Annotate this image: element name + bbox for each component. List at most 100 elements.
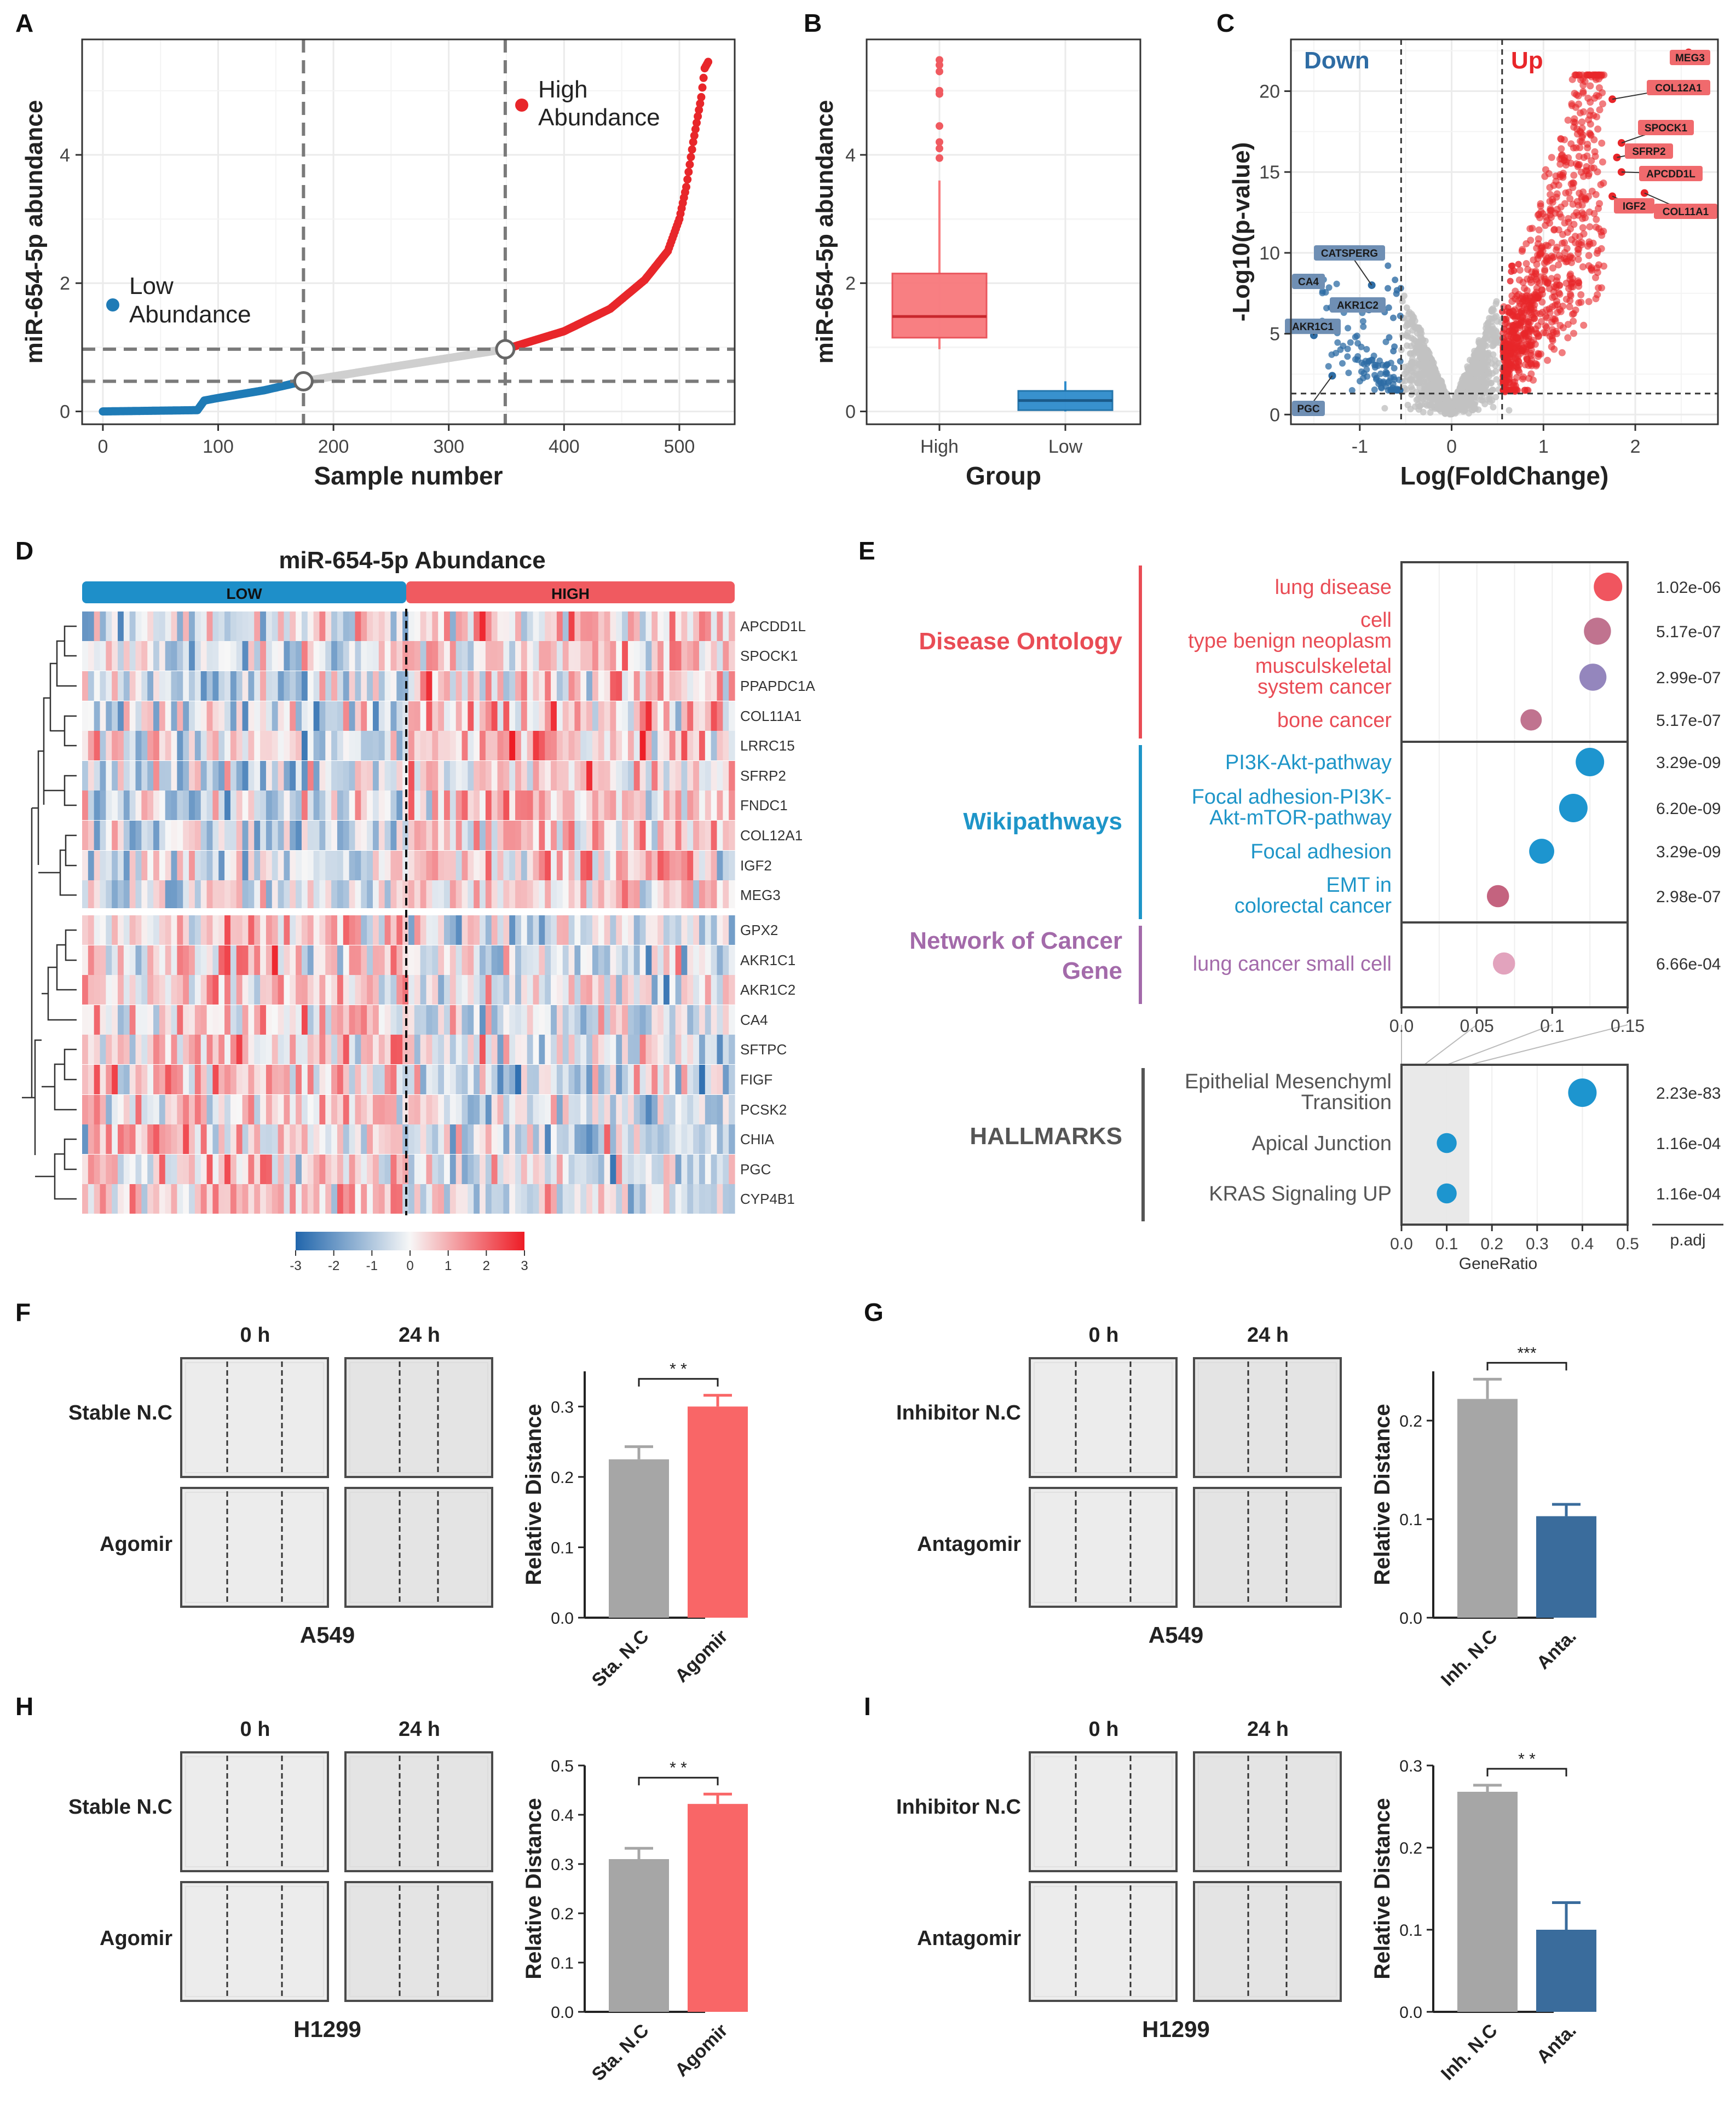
volcano-point-up — [1523, 355, 1531, 363]
heatmap-cell — [183, 821, 189, 850]
threshold-marker — [495, 339, 516, 360]
heatmap-cell — [574, 641, 581, 671]
heatmap-cell — [378, 611, 385, 641]
volcano-point — [1466, 372, 1473, 379]
volcano-point-up — [1558, 349, 1566, 356]
heatmap-cell — [408, 975, 415, 1005]
heatmap-cell — [432, 671, 439, 701]
heatmap-cell — [135, 791, 142, 820]
heatmap-cell — [503, 1095, 510, 1124]
heatmap-cell — [319, 761, 326, 791]
heatmap-cell — [171, 701, 177, 731]
heatmap-cell — [194, 761, 201, 791]
heatmap-cell — [118, 915, 124, 945]
heatmap-cell — [586, 1005, 593, 1035]
volcano-point — [1418, 330, 1425, 337]
heatmap-cell — [337, 791, 344, 820]
volcano-point — [1470, 379, 1478, 386]
volcano-point-up — [1516, 266, 1524, 274]
heatmap-cell — [260, 1095, 267, 1124]
heatmap-cell — [545, 1005, 551, 1035]
volcano-point — [1430, 399, 1437, 406]
x-tick-label: 2 — [1630, 436, 1641, 457]
heatmap-cell — [343, 821, 350, 850]
heatmap-cell — [367, 731, 373, 760]
heatmap-cell — [384, 611, 391, 641]
heatmap-cell — [378, 821, 385, 850]
heatmap-cell — [663, 1065, 670, 1094]
y-tick-label: 4 — [845, 145, 856, 166]
heatmap-cell — [206, 1095, 213, 1124]
heatmap-cell — [177, 671, 183, 701]
heatmap-cell — [568, 1095, 575, 1124]
heatmap-cell — [444, 1095, 451, 1124]
heatmap-cell — [717, 821, 723, 850]
heatmap-cell — [658, 1065, 664, 1094]
heatmap-cell — [361, 611, 367, 641]
heatmap-cell — [592, 945, 599, 975]
heatmap-cell — [94, 791, 101, 820]
heatmap-cell — [165, 975, 172, 1005]
heatmap-cell — [509, 701, 516, 731]
heatmap-cell — [586, 945, 593, 975]
sample-point — [685, 160, 694, 169]
heatmap-cell — [533, 701, 539, 731]
heatmap-cell — [455, 1095, 463, 1124]
heatmap-cell — [94, 915, 101, 945]
heatmap-cell — [449, 1035, 457, 1064]
heatmap-cell — [349, 671, 356, 701]
heatmap-cell — [663, 1035, 670, 1064]
heatmap-cell — [622, 851, 628, 880]
heatmap-cell — [112, 791, 118, 820]
heatmap-cell — [319, 731, 326, 760]
heatmap-cell — [372, 915, 379, 945]
heatmap-cell — [319, 915, 326, 945]
heatmap-cell — [468, 915, 474, 945]
heatmap-cell — [206, 761, 213, 791]
heatmap-cell — [658, 821, 664, 850]
heatmap-cell — [533, 611, 539, 641]
heatmap-cell — [711, 641, 718, 671]
heatmap-cell — [432, 851, 439, 880]
heatmap-cell — [319, 945, 326, 975]
heatmap-cell — [260, 851, 267, 880]
x-tick-label: 0 — [1446, 436, 1457, 457]
heatmap-cell — [651, 1035, 658, 1064]
heatmap-cell — [118, 731, 124, 760]
sample-point — [684, 168, 693, 176]
heatmap-cell — [645, 731, 652, 760]
heatmap-cell — [367, 945, 373, 975]
heatmap-cell — [189, 880, 195, 910]
heatmap-cell — [177, 1095, 183, 1124]
volcano-point — [1428, 374, 1435, 382]
heatmap-cell — [171, 1005, 177, 1035]
volcano-point-up — [1544, 255, 1552, 262]
heatmap-cell — [598, 641, 605, 671]
heatmap-cell — [432, 731, 439, 760]
heatmap-cell — [610, 1095, 616, 1124]
heatmap-cell — [147, 1065, 154, 1094]
heatmap-cell — [723, 791, 729, 820]
heatmap-cell — [260, 791, 267, 820]
heatmap-cell — [651, 701, 658, 731]
gene-label: CA4 — [1298, 276, 1319, 288]
heatmap-cell — [633, 1035, 641, 1064]
heatmap-cell — [574, 731, 581, 760]
heatmap-cell — [675, 611, 682, 641]
heatmap-cell — [106, 611, 112, 641]
heatmap-cell — [729, 611, 735, 641]
heatmap-cell — [551, 701, 557, 731]
heatmap-cell — [586, 851, 593, 880]
heatmap-cell — [141, 1035, 148, 1064]
heatmap-cell — [633, 880, 641, 910]
volcano-point-up — [1571, 71, 1579, 79]
heatmap-cell — [343, 1005, 350, 1035]
heatmap-cell — [485, 641, 492, 671]
heatmap-cell — [129, 915, 136, 945]
heatmap-cell — [639, 1065, 647, 1094]
heatmap-cell — [551, 731, 557, 760]
heatmap-cell — [118, 851, 124, 880]
heatmap-cell — [497, 821, 504, 850]
heatmap-cell — [693, 641, 700, 671]
heatmap-cell — [610, 915, 616, 945]
